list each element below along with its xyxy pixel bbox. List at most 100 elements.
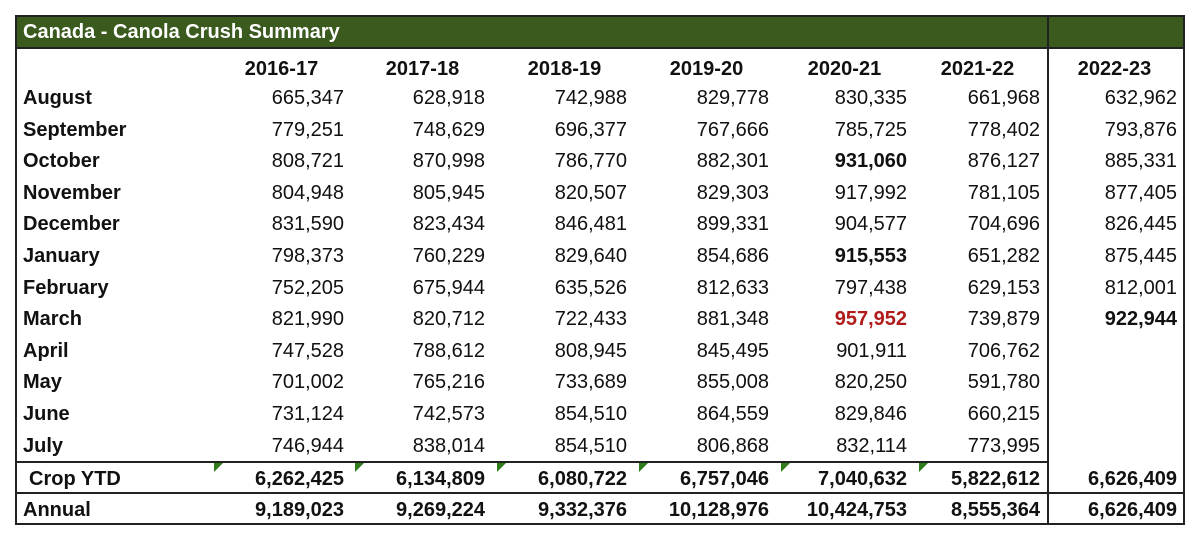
annual-cell: 9,269,224 [396,499,485,521]
annual-cell: 10,424,753 [806,499,907,521]
comment-marker-icon [639,463,648,472]
data-cell: 793,876 [1104,118,1177,141]
data-cell: 829,640 [554,245,627,267]
data-cell: 904,577 [834,213,907,236]
data-cell: 675,944 [412,276,485,299]
row-label: December [23,213,120,236]
data-cell: 885,331 [1104,150,1177,173]
data-cell: 746,944 [271,434,344,457]
data-cell: 798,373 [271,245,344,267]
data-cell: 629,153 [967,276,1040,299]
annual-cell: 9,189,023 [255,499,344,521]
data-cell: 632,962 [1104,87,1177,109]
ytd-cell: 6,757,046 [680,468,769,490]
data-cell: 854,510 [554,434,627,457]
column-header: 2016-17 [244,58,319,80]
data-cell: 661,968 [967,87,1040,109]
data-cell: 877,405 [1104,181,1177,204]
data-cell: 846,481 [554,213,627,236]
row-label: April [23,339,69,362]
data-cell [1042,336,1177,366]
data-cell: 854,686 [696,245,769,267]
data-cell: 901,911 [836,339,907,362]
data-cell: 781,105 [967,181,1040,204]
crush-summary-sheet: Canada - Canola Crush Summary 2016-17 201… [15,15,1185,525]
data-cell: 831,590 [271,213,344,236]
data-cell: 826,445 [1104,213,1177,236]
data-cell: 628,918 [412,87,485,109]
data-cell: 804,948 [271,181,344,204]
data-cell: 806,868 [696,434,769,457]
row-label: Annual [23,499,91,521]
data-cell: 830,335 [834,87,907,109]
ytd-cell: 6,080,722 [538,468,627,490]
column-header: 2018-19 [527,58,602,80]
data-cell: 820,250 [834,371,907,394]
data-cell: 832,114 [836,434,907,457]
data-cell [1042,399,1177,429]
data-cell: 931,060 [834,150,907,173]
row-label: February [23,276,109,299]
data-cell: 808,721 [271,150,344,173]
data-cell: 881,348 [696,308,769,331]
data-cell: 812,633 [696,276,769,299]
data-cell: 870,998 [412,150,485,173]
data-cell: 829,303 [696,181,769,204]
title-bar: Canada - Canola Crush Summary [17,17,1183,49]
row-label: March [23,308,82,331]
data-cell: 899,331 [696,213,769,236]
data-cell: 838,014 [412,434,485,457]
data-cell: 733,689 [554,371,627,394]
data-cell: 779,251 [271,118,344,141]
data-cell: 696,377 [554,118,627,141]
latest-year-divider [1047,49,1049,525]
column-header: 2021-22 [940,58,1015,80]
data-cell: 765,216 [412,371,485,394]
ytd-separator [17,461,1047,463]
comment-marker-icon [781,463,790,472]
data-cell: 722,433 [554,308,627,331]
ytd-cell: 6,626,409 [1088,468,1177,490]
data-cell: 760,229 [412,245,485,267]
data-cell: 820,507 [554,181,627,204]
row-label: November [23,181,121,204]
data-cell: 875,445 [1104,245,1177,267]
row-label: May [23,371,62,394]
data-cell: 752,205 [271,276,344,299]
title-separator [1047,17,1049,49]
data-cell: 651,282 [967,245,1040,267]
data-cell: 767,666 [696,118,769,141]
row-label: June [23,403,70,425]
data-cell: 917,992 [834,181,907,204]
data-cell: 706,762 [967,339,1040,362]
annual-cell: 8,555,364 [951,499,1040,521]
data-cell: 635,526 [554,276,627,299]
data-cell [1042,367,1177,397]
data-cell: 660,215 [967,403,1040,425]
comment-marker-icon [355,463,364,472]
data-cell: 829,846 [834,403,907,425]
data-cell: 820,712 [412,308,485,331]
data-cell [1042,431,1177,461]
row-label: August [23,87,92,109]
data-cell: 922,944 [1104,308,1177,331]
data-cell: 845,495 [696,339,769,362]
row-label: January [23,245,100,267]
data-cell: 915,553 [834,245,907,267]
data-cell: 808,945 [554,339,627,362]
data-cell: 821,990 [271,308,344,331]
data-cell: 805,945 [412,181,485,204]
ytd-cell: 5,822,612 [951,468,1040,490]
data-cell: 773,995 [967,434,1040,457]
data-cell: 812,001 [1104,276,1177,299]
data-cell: 855,008 [696,371,769,394]
annual-cell: 10,128,976 [668,499,769,521]
data-cell: 731,124 [271,403,344,425]
comment-marker-icon [214,463,223,472]
data-cell: 785,725 [834,118,907,141]
annual-cell: 6,626,409 [1088,499,1177,521]
annual-separator [17,492,1183,494]
data-cell: 797,438 [834,276,907,299]
data-cell: 882,301 [696,150,769,173]
data-cell: 823,434 [412,213,485,236]
